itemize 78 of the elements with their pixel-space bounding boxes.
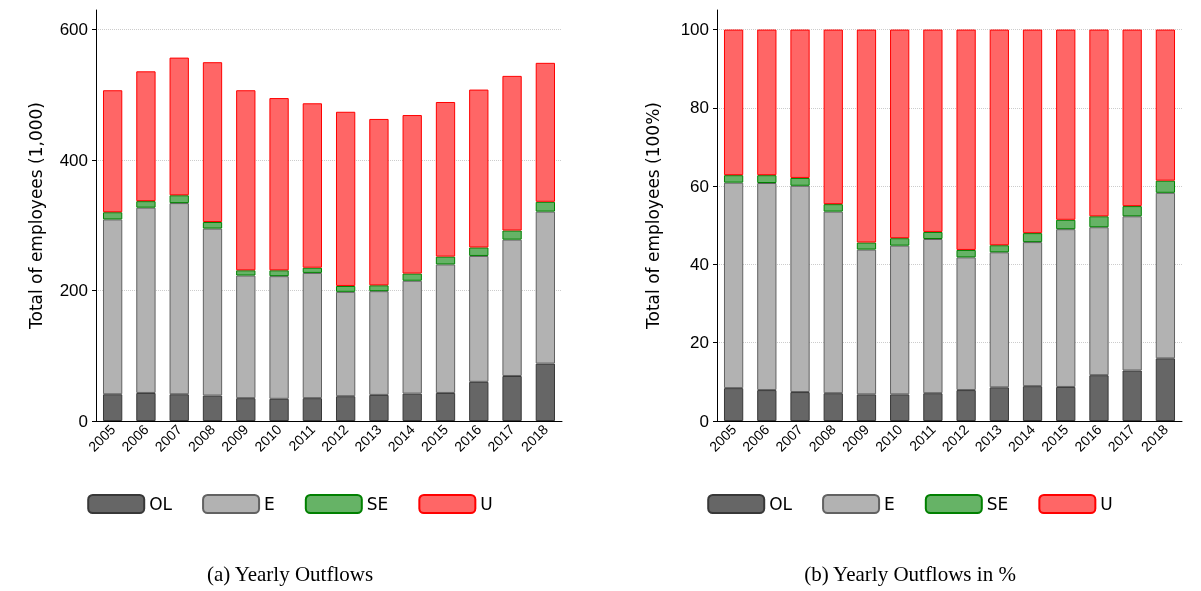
bar [956,29,976,250]
bar [202,62,223,223]
y-tick-label: 40 [690,254,709,274]
bar [236,90,256,271]
bar [302,267,323,273]
bar [136,71,156,202]
bar [469,89,489,248]
bar [502,230,522,240]
bar [335,111,356,286]
bar [169,57,189,196]
y-tick-label: 80 [690,98,709,118]
bar [269,98,289,271]
bar [1056,29,1076,220]
bar [923,29,943,232]
bar [956,249,976,258]
legend-label: SE [986,494,1009,514]
bar [790,29,810,178]
bar [169,195,189,204]
bar [269,270,289,277]
y-tick-label: 400 [59,150,88,170]
bar [402,115,422,274]
y-axis-title: Total of employees (1,000) [25,101,46,331]
bar [335,285,356,292]
y-tick-label: 0 [699,411,709,431]
bar [302,103,323,268]
legend-label: E [884,494,895,514]
bar [1122,206,1142,217]
bar [823,204,843,212]
bar [435,101,456,257]
bar [923,231,943,239]
y-tick-label: 100 [680,20,709,40]
bar [723,29,744,176]
bar [402,273,422,281]
bar [1056,219,1076,230]
bar [535,62,556,202]
bar [369,285,389,292]
bar [790,177,810,186]
bar [856,242,877,250]
bar [136,201,156,208]
bar [1155,29,1176,181]
legend-label: OL [149,494,173,514]
bar [1022,29,1043,234]
bar [1022,233,1043,243]
legend-label: SE [366,494,389,514]
y-tick-label: 20 [690,333,709,353]
y-tick-label: 600 [59,20,88,40]
legend-label: U [1100,494,1113,514]
bar [757,29,777,176]
bar [202,222,223,229]
bar [102,90,123,213]
y-tick-label: 60 [690,176,709,196]
bar [1122,29,1142,207]
text: (b) Yearly Outflows in % [804,561,1016,586]
legend-label: OL [769,494,793,514]
bar [236,270,256,276]
bar [102,212,123,220]
bar [502,75,522,231]
bar [757,175,777,184]
bar [989,245,1009,253]
bar [369,118,389,286]
legend-label: U [480,494,493,514]
bar [435,256,456,265]
bar [1089,29,1109,217]
bar [890,29,910,239]
bar [890,238,910,246]
y-tick-label: 0 [78,411,88,431]
legend-label: E [264,494,275,514]
bar [856,29,877,243]
bar [1155,180,1176,193]
text: (a) Yearly Outflows [206,561,374,586]
bar [535,201,556,212]
bar [1089,216,1109,228]
bar [989,29,1009,246]
bar [723,175,744,183]
y-tick-label: 200 [59,281,88,301]
bar [469,247,489,256]
bar [823,29,843,205]
y-axis-title: Total of employees (100%) [642,102,663,330]
